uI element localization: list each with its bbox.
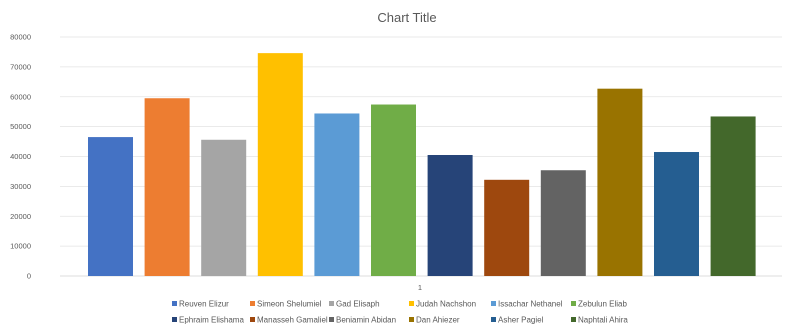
bars bbox=[88, 53, 756, 277]
y-tick-label: 60000 bbox=[10, 92, 31, 101]
legend-item: Asher Pagiel bbox=[491, 316, 544, 325]
legend-swatch bbox=[172, 301, 177, 306]
bar-issachar-nethanel bbox=[314, 113, 360, 276]
chart-title: Chart Title bbox=[377, 10, 436, 25]
legend: Reuven Elizur Simeon Shelumiel Gad Elisaph… bbox=[172, 300, 628, 325]
bar-reuven-elizur bbox=[88, 137, 133, 276]
bar-zebulun-eliab bbox=[371, 104, 416, 276]
legend-swatch bbox=[329, 317, 334, 322]
y-tick-label: 70000 bbox=[10, 62, 31, 71]
legend-label: Ephraim Elishama bbox=[179, 316, 244, 325]
legend-swatch bbox=[571, 301, 576, 306]
bar-dan-ahiezer bbox=[597, 88, 643, 276]
legend-label: Simeon Shelumiel bbox=[257, 300, 322, 309]
bar-manasseh-gamaliel bbox=[484, 179, 530, 276]
legend-swatch bbox=[329, 301, 334, 306]
legend-item: Reuven Elizur bbox=[172, 300, 229, 309]
legend-swatch bbox=[571, 317, 576, 322]
y-tick-label: 80000 bbox=[10, 33, 31, 42]
legend-label: Asher Pagiel bbox=[498, 316, 544, 325]
y-tick-label: 30000 bbox=[10, 182, 31, 191]
legend-item: Issachar Nethanel bbox=[491, 300, 563, 309]
y-axis-tick-labels: 0 10000 20000 30000 40000 50000 60000 70000 8000… bbox=[10, 33, 31, 281]
legend-label: Beniamin Abidan bbox=[336, 316, 396, 325]
legend-label: Gad Elisaph bbox=[336, 300, 380, 309]
legend-label: Zebulun Eliab bbox=[578, 300, 627, 309]
legend-label: Manasseh Gamaliel bbox=[257, 316, 328, 325]
legend-label: Issachar Nethanel bbox=[498, 300, 563, 309]
legend-item: Manasseh Gamaliel bbox=[250, 316, 328, 325]
legend-swatch bbox=[250, 317, 255, 322]
legend-swatch bbox=[491, 317, 496, 322]
legend-swatch bbox=[491, 301, 496, 306]
legend-label: Dan Ahiezer bbox=[416, 316, 460, 325]
legend-item: Zebulun Eliab bbox=[571, 300, 627, 309]
legend-item: Ephraim Elishama bbox=[172, 316, 244, 325]
legend-item: Gad Elisaph bbox=[329, 300, 380, 309]
x-axis-tick-labels: 1 bbox=[418, 283, 422, 292]
legend-label: Reuven Elizur bbox=[179, 300, 229, 309]
bar-gad-elisaph bbox=[201, 139, 247, 276]
bar-naphtali-ahira bbox=[710, 116, 756, 276]
y-tick-label: 20000 bbox=[10, 212, 31, 221]
legend-label: Judah Nachshon bbox=[416, 300, 476, 309]
y-tick-label: 50000 bbox=[10, 122, 31, 131]
legend-item: Judah Nachshon bbox=[409, 300, 476, 309]
y-tick-label: 40000 bbox=[10, 152, 31, 161]
legend-item: Beniamin Abidan bbox=[329, 316, 396, 325]
bar-ephraim-elishama bbox=[427, 155, 473, 276]
bar-simeon-shelumiel bbox=[144, 98, 190, 277]
y-tick-label: 10000 bbox=[10, 242, 31, 251]
legend-swatch bbox=[172, 317, 177, 322]
x-tick-label: 1 bbox=[418, 283, 422, 292]
bar-beniamin-abidan bbox=[540, 170, 586, 276]
legend-item: Naphtali Ahira bbox=[571, 316, 628, 325]
y-tick-label: 0 bbox=[27, 272, 31, 281]
legend-swatch bbox=[409, 317, 414, 322]
legend-item: Dan Ahiezer bbox=[409, 316, 460, 325]
legend-swatch bbox=[409, 301, 414, 306]
legend-label: Naphtali Ahira bbox=[578, 316, 628, 325]
legend-item: Simeon Shelumiel bbox=[250, 300, 322, 309]
legend-swatch bbox=[250, 301, 255, 306]
bar-judah-nachshon bbox=[257, 53, 303, 276]
bar-asher-pagiel bbox=[654, 152, 699, 276]
